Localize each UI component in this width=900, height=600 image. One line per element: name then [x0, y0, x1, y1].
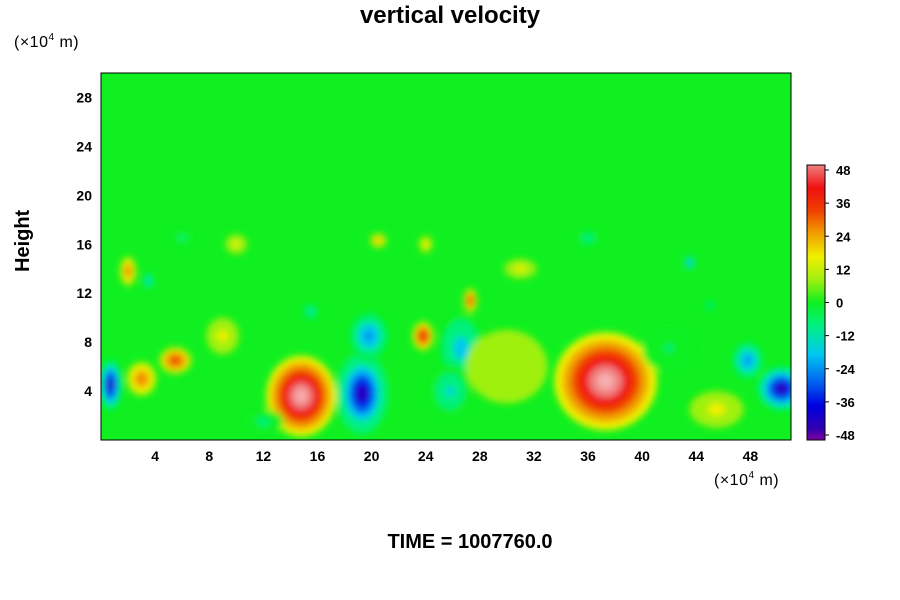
colorbar-tick-label: 48	[836, 163, 850, 178]
x-tick-label: 4	[151, 448, 159, 464]
x-tick-label: 24	[418, 448, 434, 464]
y-axis: 4 8 12 16 20 24 28	[76, 89, 92, 399]
field-feature	[370, 233, 387, 248]
x-tick-label: 44	[689, 448, 705, 464]
colorbar-tick-label: -12	[836, 329, 855, 344]
x-tick-label: 12	[256, 448, 272, 464]
field-feature	[266, 355, 337, 437]
field-feature	[428, 364, 472, 418]
field-feature	[684, 255, 695, 270]
x-tick-label: 28	[472, 448, 488, 464]
x-axis: 4 8 12 16 20 24 28 32 36 40 44 48	[151, 448, 758, 464]
x-tick-label: 40	[634, 448, 650, 464]
x-tick-label: 16	[310, 448, 326, 464]
chart-title: vertical velocity	[359, 2, 541, 29]
y-tick-label: 16	[76, 236, 92, 252]
field-feature	[731, 340, 764, 381]
field-feature	[348, 311, 390, 361]
y-tick-label: 20	[76, 187, 92, 203]
field-feature	[159, 347, 192, 374]
field-feature	[574, 229, 602, 247]
field-feature	[754, 364, 791, 414]
field-feature	[504, 258, 537, 279]
y-tick-label: 24	[76, 138, 92, 154]
field-feature	[206, 317, 239, 355]
field-feature	[463, 288, 478, 313]
field-feature	[642, 323, 697, 373]
y-tick-label: 8	[84, 334, 92, 350]
x-tick-label: 8	[205, 448, 213, 464]
y-tick-label: 12	[76, 285, 92, 301]
colorbar	[806, 164, 826, 441]
colorbar-tick-label: -48	[836, 428, 855, 443]
field-feature	[466, 329, 548, 404]
field-feature	[243, 409, 284, 434]
field-feature	[225, 234, 248, 255]
field-feature	[101, 356, 123, 414]
x-tick-label: 48	[743, 448, 759, 464]
plot-frame	[100, 72, 792, 441]
colorbar-tick-label: 12	[836, 262, 850, 277]
colorbar-tick-label: 36	[836, 196, 850, 211]
field-feature	[168, 229, 196, 247]
colorbar-ticks: 48 36 24 12 0 -12 -24 -36 -48	[825, 163, 856, 443]
colorbar-tick-label: 0	[836, 296, 843, 311]
x-axis-unit: (×104 m)	[714, 470, 780, 489]
field-feature	[302, 302, 319, 321]
colorbar-tick-label: 24	[836, 229, 851, 244]
y-tick-label: 28	[76, 89, 92, 105]
field-feature	[418, 235, 433, 253]
field-feature	[142, 272, 154, 290]
field-feature	[126, 361, 157, 396]
plot-area	[101, 73, 791, 440]
x-tick-label: 32	[526, 448, 542, 464]
x-tick-label: 20	[364, 448, 380, 464]
colorbar-tick-label: -36	[836, 395, 855, 410]
y-tick-label: 4	[84, 383, 92, 399]
field-feature	[704, 298, 716, 313]
field-feature	[336, 353, 388, 434]
field-feature	[119, 256, 137, 286]
time-label: TIME = 1007760.0	[387, 531, 553, 553]
field-feature	[689, 391, 744, 428]
x-tick-label: 36	[580, 448, 596, 464]
colorbar-tick-label: -24	[836, 362, 856, 377]
field-feature	[412, 321, 434, 351]
field-feature	[554, 332, 658, 431]
y-axis-unit: (×104 m)	[14, 32, 80, 51]
